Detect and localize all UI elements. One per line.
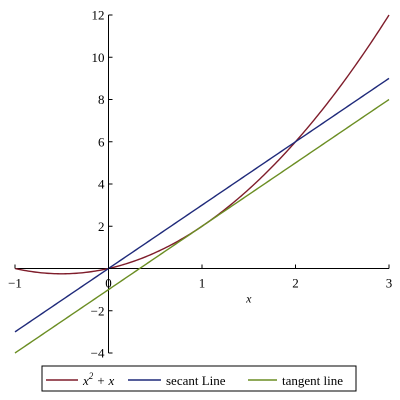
- x-tick-label: 0: [105, 276, 112, 291]
- y-tick-label: 4: [98, 177, 105, 192]
- x-tick-label: 1: [199, 276, 206, 291]
- x-tick-label: −1: [8, 276, 22, 291]
- x-axis-label: x: [245, 292, 252, 306]
- legend-label-1: x2 + x: [82, 371, 115, 388]
- y-tick-label: −2: [91, 303, 105, 318]
- y-tick-label: 6: [98, 134, 105, 149]
- y-tick-label: 2: [98, 219, 105, 234]
- y-tick-label: −4: [91, 346, 105, 361]
- series-layer: [14, 14, 390, 354]
- axes: [15, 15, 389, 353]
- legend-label-2: secant Line: [166, 373, 226, 388]
- series-line-3: [14, 98, 390, 354]
- y-tick-label: 10: [92, 50, 105, 65]
- y-tick-label: 12: [92, 8, 105, 23]
- y-tick-label: 8: [98, 92, 105, 107]
- series-line-1: [14, 14, 390, 275]
- legend-box: [41, 365, 357, 392]
- series-line-2: [14, 77, 390, 333]
- x-tick-label: 3: [386, 276, 393, 291]
- legend-label-3: tangent line: [282, 373, 343, 388]
- legend: x2 + x secant Line tangent line: [41, 365, 357, 392]
- x-tick-label: 2: [292, 276, 299, 291]
